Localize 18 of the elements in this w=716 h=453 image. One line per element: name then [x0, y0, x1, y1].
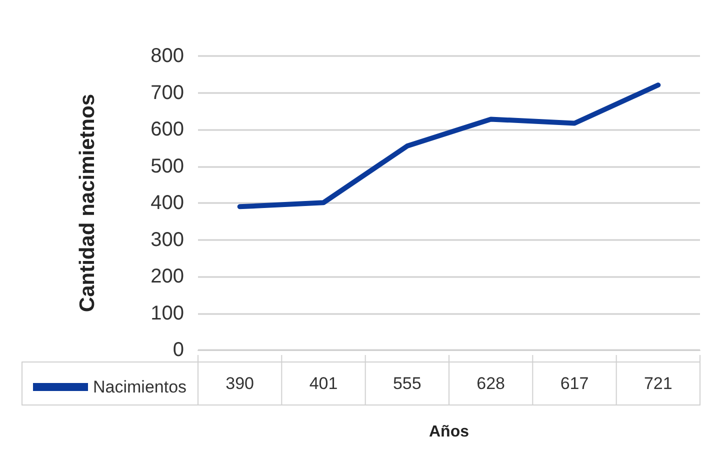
y-tick-label: 200 [150, 266, 184, 288]
data-label: 617 [560, 374, 589, 393]
y-tick-label: 800 [150, 45, 184, 67]
legend-label: Nacimientos [93, 378, 187, 396]
y-tick-label: 100 [150, 302, 184, 324]
y-tick-label: 400 [150, 192, 184, 214]
y-tick-label: 700 [150, 82, 184, 104]
data-label: 401 [309, 374, 338, 393]
data-label: 721 [644, 374, 672, 393]
y-tick-label: 0 [172, 339, 184, 361]
data-label: 555 [392, 374, 422, 393]
y-tick-label: 300 [150, 228, 184, 251]
y-tick-label: 600 [150, 118, 184, 140]
y-axis-title: Cantidad nacimietnos [76, 94, 99, 312]
x-axis-title: Años [429, 424, 470, 440]
y-tick-label: 500 [150, 155, 184, 178]
data-label: 628 [476, 374, 506, 393]
data-label: 390 [226, 374, 254, 393]
